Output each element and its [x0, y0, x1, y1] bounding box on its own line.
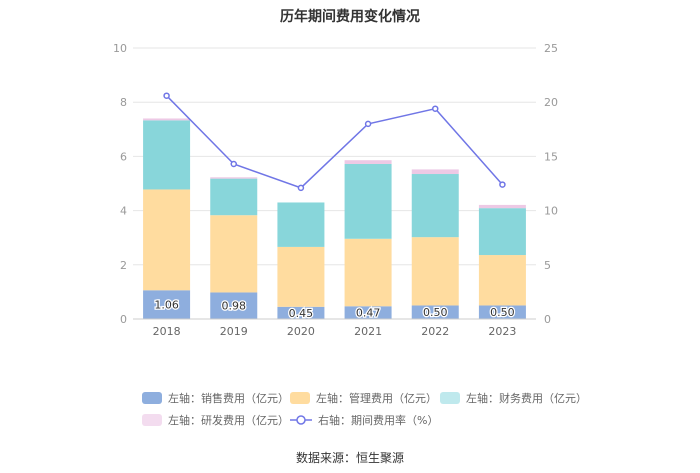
- bar-segment-2: [478, 208, 526, 256]
- rate-point: [163, 92, 170, 99]
- bar-segment-3: [478, 204, 526, 209]
- legend-label-rate: 右轴：期间费用率（%）: [318, 414, 439, 427]
- legend-swatch-admin: [290, 392, 310, 404]
- right-axis-tick-label: 20: [544, 96, 558, 109]
- bar-segment-1: [277, 246, 325, 307]
- data-label-sales: 1.06: [154, 299, 179, 312]
- legend-label-admin: 左轴：管理费用（亿元）: [316, 392, 437, 405]
- bar-segment-1: [210, 215, 258, 293]
- chart-title: 历年期间费用变化情况: [280, 9, 420, 25]
- rate-point: [499, 181, 506, 188]
- rate-line: [166, 95, 503, 189]
- data-label-sales: 0.50: [423, 306, 448, 319]
- right-axis-tick-label: 0: [544, 313, 551, 326]
- legend-label-rnd: 左轴：研发费用（亿元）: [168, 414, 289, 427]
- bar-segment-1: [411, 237, 459, 306]
- legend-label-finance: 左轴：财务费用（亿元）: [466, 392, 587, 405]
- right-axis-tick-label: 15: [544, 150, 558, 163]
- left-axis-tick-label: 6: [120, 150, 127, 163]
- rate-point: [297, 184, 305, 192]
- right-axis-tick-label: 5: [544, 259, 551, 272]
- bar-segment-3: [143, 118, 191, 121]
- data-source: 数据来源：恒生聚源: [295, 451, 404, 465]
- left-axis-tick-label: 8: [120, 96, 127, 109]
- rate-point: [432, 105, 439, 112]
- left-axis-tick-label: 4: [120, 205, 127, 218]
- bar-segment-1: [478, 255, 526, 306]
- x-axis-tick-label: 2022: [421, 325, 449, 338]
- bar-segment-2: [344, 163, 392, 239]
- legend-swatch-rate: [290, 415, 312, 425]
- data-label-sales: 0.47: [356, 307, 381, 320]
- data-label-sales: 0.98: [222, 300, 247, 313]
- bar-segment-2: [411, 174, 459, 238]
- legend-label-sales: 左轴：销售费用（亿元）: [168, 392, 289, 405]
- x-axis-tick-label: 2019: [220, 325, 248, 338]
- legend-swatch-finance: [440, 392, 460, 404]
- bar-segment-0: [277, 306, 325, 319]
- bar-segment-0: [478, 305, 526, 319]
- rate-point: [230, 160, 237, 168]
- bar-segment-3: [411, 169, 459, 175]
- left-axis-tick-label: 2: [120, 259, 127, 272]
- legend-item-rate[interactable]: 右轴：期间费用率（%）: [290, 412, 438, 428]
- legend: 左轴：销售费用（亿元） 左轴：管理费用（亿元） 左轴：财务费用（亿元） 左轴：研…: [0, 388, 700, 432]
- data-label-sales: 0.45: [289, 307, 314, 320]
- x-axis-tick-label: 2018: [153, 325, 181, 338]
- x-axis-tick-label: 2021: [354, 325, 382, 338]
- rate-point: [364, 120, 372, 128]
- left-axis-tick-label: 0: [120, 313, 127, 326]
- bar-segment-2: [210, 178, 258, 216]
- legend-item-rnd[interactable]: 左轴：研发费用（亿元）: [142, 412, 290, 428]
- legend-item-finance[interactable]: 左轴：财务费用（亿元）: [440, 390, 587, 406]
- bar-segment-1: [143, 189, 191, 291]
- data-label-sales: 0.50: [490, 306, 515, 319]
- bar-segment-0: [210, 292, 258, 319]
- x-axis-tick-label: 2023: [488, 325, 516, 338]
- right-axis-tick-label: 25: [544, 42, 558, 55]
- x-axis-tick-label: 2020: [287, 325, 315, 338]
- bar-segment-0: [344, 306, 392, 319]
- left-axis-tick-label: 10: [113, 42, 127, 55]
- legend-swatch-sales: [142, 392, 162, 404]
- legend-swatch-rnd: [142, 414, 162, 426]
- legend-item-admin[interactable]: 左轴：管理费用（亿元）: [290, 390, 440, 406]
- bar-segment-3: [344, 160, 392, 164]
- bar-segment-2: [277, 202, 325, 247]
- chart-area: 0 2 4 6 8 10 0 5 10 15 20 25 2018 2019 2020 2021 2022 202…: [113, 42, 558, 338]
- legend-item-sales[interactable]: 左轴：销售费用（亿元）: [142, 390, 290, 406]
- right-axis-tick-label: 10: [544, 205, 558, 218]
- bar-segment-3: [210, 177, 258, 179]
- bar-segment-0: [411, 305, 459, 319]
- bar-segment-2: [143, 120, 191, 190]
- bar-segment-1: [344, 238, 392, 307]
- bar-segment-0: [143, 290, 191, 319]
